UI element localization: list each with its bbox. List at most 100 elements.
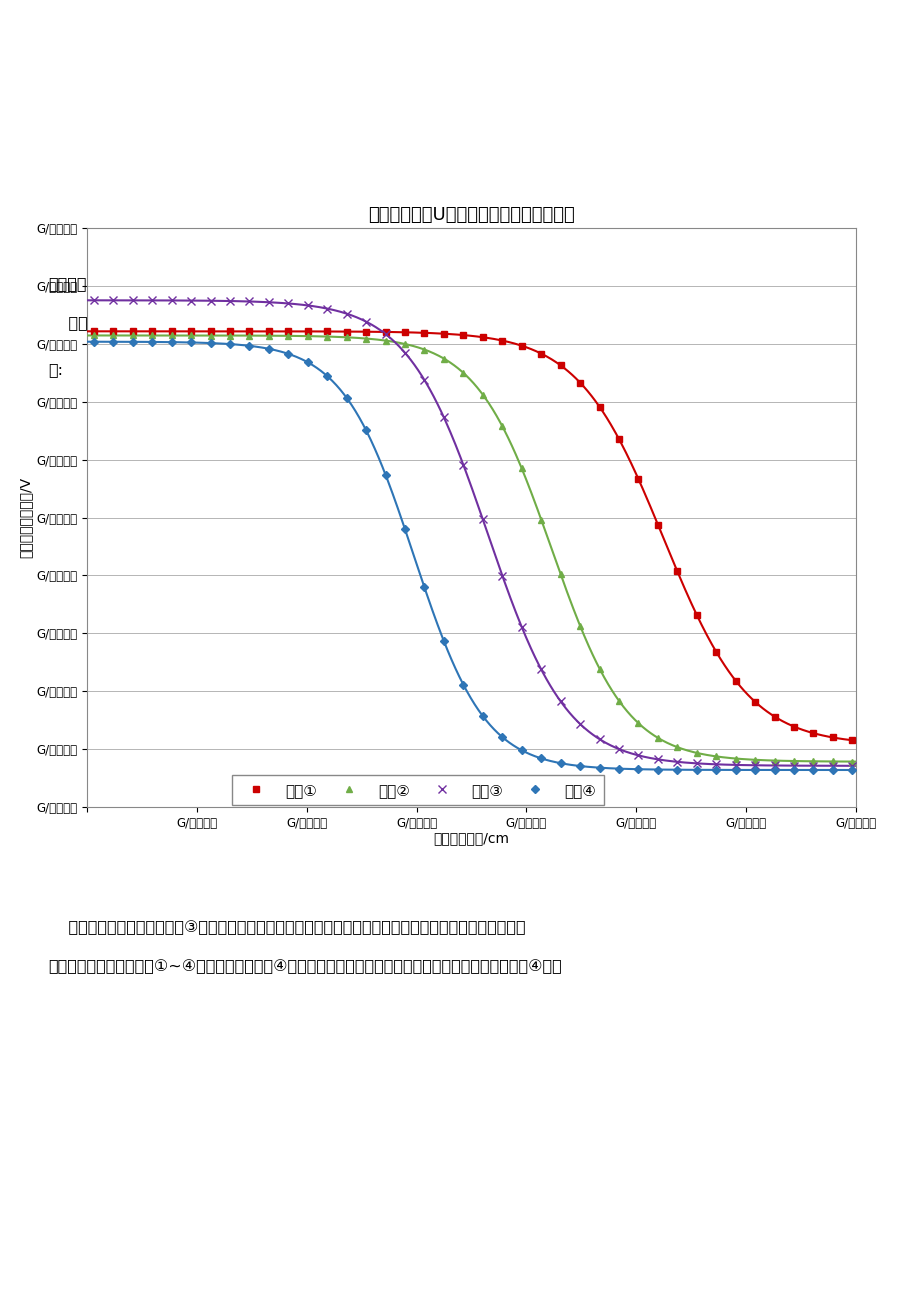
情形② <box>399 336 410 352</box>
情形② <box>594 661 605 677</box>
情形③ <box>749 758 760 773</box>
Title: 不同磁极头对U型电磁铁磁场的集束处理图: 不同磁极头对U型电磁铁磁场的集束处理图 <box>368 206 574 224</box>
情形② <box>341 329 352 345</box>
情形③ <box>458 457 469 473</box>
Legend: 情形①, 情形②, 情形③, 情形④: 情形①, 情形②, 情形③, 情形④ <box>232 775 603 806</box>
情形③ <box>399 345 410 361</box>
情形② <box>224 328 235 344</box>
情形① <box>380 324 391 340</box>
情形② <box>418 341 429 357</box>
情形① <box>146 323 157 339</box>
情形② <box>535 512 546 527</box>
情形③ <box>535 661 546 677</box>
情形③ <box>477 512 488 527</box>
情形③ <box>263 294 274 310</box>
情形④ <box>438 634 449 650</box>
情形① <box>438 326 449 341</box>
情形③ <box>341 306 352 322</box>
情形③ <box>108 293 119 309</box>
情形② <box>380 333 391 349</box>
情形② <box>205 328 216 344</box>
情形① <box>652 517 663 533</box>
情形③ <box>438 410 449 426</box>
情形① <box>788 719 799 734</box>
情形③ <box>205 293 216 309</box>
情形④ <box>399 522 410 538</box>
情形④ <box>516 742 527 758</box>
情形③ <box>671 754 682 769</box>
情形① <box>768 708 779 724</box>
情形② <box>263 328 274 344</box>
情形④ <box>205 335 216 350</box>
情形② <box>186 328 197 344</box>
情形③ <box>186 293 197 309</box>
情形① <box>205 323 216 339</box>
情形① <box>322 324 333 340</box>
情形④ <box>302 354 313 370</box>
情形② <box>768 753 779 768</box>
情形④ <box>535 750 546 766</box>
情形② <box>360 331 371 346</box>
情形③ <box>146 293 157 309</box>
情形② <box>146 328 157 344</box>
情形① <box>574 375 585 391</box>
情形① <box>846 733 857 749</box>
情形② <box>516 461 527 477</box>
情形③ <box>788 758 799 773</box>
情形② <box>322 328 333 344</box>
情形④ <box>671 762 682 777</box>
情形② <box>710 749 721 764</box>
情形② <box>652 730 663 746</box>
情形① <box>671 564 682 579</box>
情形③ <box>244 294 255 310</box>
情形③ <box>127 293 138 309</box>
情形③ <box>730 756 741 772</box>
情形① <box>807 725 818 741</box>
情形② <box>749 753 760 768</box>
情形① <box>458 327 469 342</box>
情形③ <box>652 751 663 767</box>
情形④ <box>108 333 119 349</box>
情形③ <box>690 755 701 771</box>
情形① <box>710 644 721 660</box>
情形② <box>632 715 643 730</box>
Text: 示:: 示: <box>48 362 62 378</box>
情形① <box>127 323 138 339</box>
情形① <box>88 323 99 339</box>
情形④ <box>418 579 429 595</box>
Line: 情形②: 情形② <box>90 332 855 766</box>
情形② <box>458 365 469 380</box>
情形② <box>574 618 585 634</box>
情形① <box>477 329 488 345</box>
情形① <box>418 326 429 341</box>
情形④ <box>594 760 605 776</box>
情形② <box>477 387 488 402</box>
情形① <box>594 398 605 414</box>
情形② <box>496 418 507 434</box>
情形① <box>749 694 760 710</box>
情形① <box>108 323 119 339</box>
情形① <box>730 673 741 689</box>
情形③ <box>632 747 643 763</box>
情形③ <box>574 716 585 732</box>
情形④ <box>477 708 488 724</box>
Text: 以上三种图形的变化趋势和第一种相似，此处不再赘述。: 以上三种图形的变化趋势和第一种相似，此处不再赘述。 <box>48 276 289 292</box>
情形① <box>263 323 274 339</box>
情形① <box>554 358 565 374</box>
情形① <box>399 324 410 340</box>
情形④ <box>730 762 741 777</box>
情形① <box>826 729 837 745</box>
情形③ <box>496 568 507 583</box>
情形② <box>244 328 255 344</box>
情形③ <box>807 758 818 773</box>
情形④ <box>496 729 507 745</box>
情形③ <box>516 620 527 635</box>
情形④ <box>341 391 352 406</box>
情形④ <box>788 762 799 777</box>
情形④ <box>768 762 779 777</box>
情形④ <box>574 758 585 773</box>
情形④ <box>807 762 818 777</box>
情形② <box>166 328 177 344</box>
情形③ <box>88 293 99 309</box>
情形② <box>826 754 837 769</box>
